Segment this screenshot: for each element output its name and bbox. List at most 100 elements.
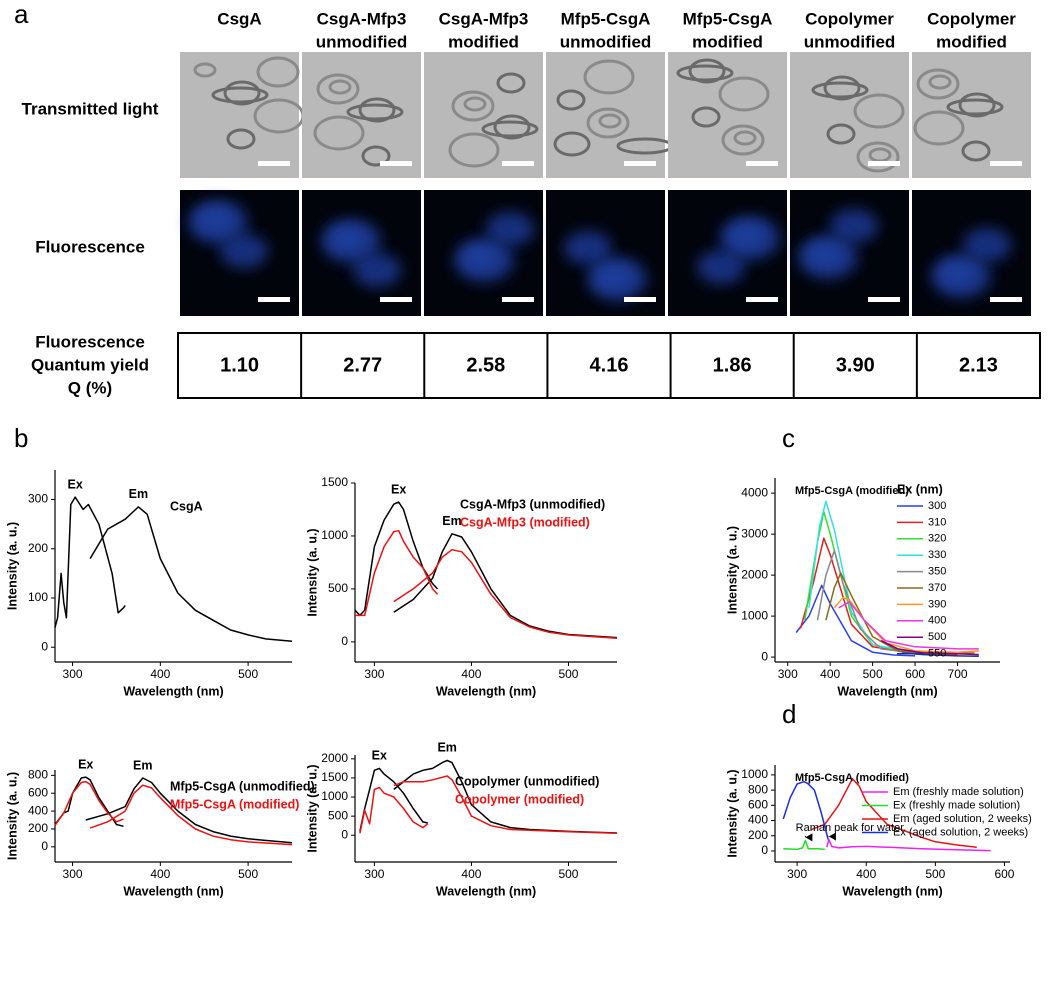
table-label: Q (%) bbox=[68, 378, 112, 397]
chart-label: Mfp5-CsgA (modified) bbox=[795, 772, 909, 784]
legend-label: Em (aged solution, 2 weeks) bbox=[893, 813, 1032, 825]
scale-bar bbox=[868, 161, 900, 166]
curve-label: Em bbox=[129, 487, 148, 501]
y-tick-label: 1500 bbox=[321, 475, 348, 489]
y-tick-label: 400 bbox=[748, 813, 768, 827]
scale-bar bbox=[990, 161, 1022, 166]
image-texture bbox=[556, 89, 586, 111]
y-tick-label: 200 bbox=[748, 828, 768, 842]
x-tick-label: 500 bbox=[925, 867, 945, 881]
y-axis-title: Intensity (a. u.) bbox=[5, 522, 19, 610]
line-series bbox=[838, 601, 979, 650]
y-tick-label: 200 bbox=[28, 821, 48, 835]
line-series bbox=[359, 786, 429, 834]
image-texture bbox=[481, 120, 539, 138]
image-texture bbox=[676, 64, 734, 82]
panel-label: b bbox=[14, 423, 28, 453]
image-texture bbox=[493, 114, 531, 140]
line-series bbox=[393, 548, 618, 639]
image-texture bbox=[316, 73, 360, 105]
image-texture bbox=[826, 123, 856, 145]
legend-label: 330 bbox=[928, 549, 946, 561]
x-tick-label: 400 bbox=[856, 867, 876, 881]
line-series bbox=[89, 506, 293, 643]
curve-label: Em bbox=[437, 741, 456, 755]
table-cell: 4.16 bbox=[590, 354, 629, 376]
column-header: unmodified bbox=[316, 32, 408, 51]
x-tick-label: 400 bbox=[150, 667, 170, 681]
scale-bar bbox=[746, 161, 778, 166]
image-texture bbox=[583, 59, 635, 95]
y-tick-label: 0 bbox=[761, 649, 768, 663]
y-axis-title: Intensity (a. u.) bbox=[725, 526, 739, 614]
legend-label: 320 bbox=[928, 533, 946, 545]
column-header: Copolymer bbox=[927, 9, 1016, 28]
x-tick-label: 300 bbox=[364, 867, 384, 881]
image-texture bbox=[823, 75, 861, 101]
fluorescence-glow bbox=[486, 212, 534, 246]
table-cell: 2.13 bbox=[959, 354, 998, 376]
line-series bbox=[826, 838, 991, 852]
x-tick-label: 500 bbox=[863, 667, 883, 681]
image-texture bbox=[463, 96, 487, 112]
fluorescence-glow bbox=[454, 238, 514, 282]
annotation: Raman peak for water bbox=[796, 822, 905, 834]
line-series bbox=[89, 784, 293, 846]
x-tick-label: 400 bbox=[461, 667, 481, 681]
x-axis-title: Wavelength (nm) bbox=[837, 684, 937, 698]
y-tick-label: 1500 bbox=[321, 770, 348, 784]
x-tick-label: 600 bbox=[905, 667, 925, 681]
line-series bbox=[880, 640, 979, 656]
image-texture bbox=[688, 58, 726, 84]
row-label: Transmitted light bbox=[22, 99, 159, 118]
legend-label: 300 bbox=[928, 500, 946, 512]
x-tick-label: 300 bbox=[364, 667, 384, 681]
table-cell: 1.10 bbox=[220, 354, 259, 376]
image-texture bbox=[598, 113, 622, 129]
legend-label: CsgA-Mfp3 (modified) bbox=[460, 515, 590, 529]
image-texture bbox=[193, 62, 217, 78]
y-tick-label: 300 bbox=[28, 492, 48, 506]
image-texture bbox=[733, 130, 757, 146]
y-tick-label: 500 bbox=[328, 808, 348, 822]
line-series bbox=[795, 584, 916, 657]
x-axis-title: Wavelength (nm) bbox=[436, 884, 536, 898]
legend-label: Em (freshly made solution) bbox=[893, 786, 1024, 798]
chart-label: Mfp5-CsgA (modified) bbox=[795, 485, 909, 497]
image-texture bbox=[958, 92, 996, 118]
image-texture bbox=[946, 98, 1004, 116]
scale-bar bbox=[746, 297, 778, 302]
line-series bbox=[85, 777, 293, 844]
y-tick-label: 0 bbox=[341, 827, 348, 841]
x-tick-label: 400 bbox=[461, 867, 481, 881]
image-texture bbox=[328, 79, 352, 95]
curve-label: Em bbox=[133, 758, 152, 772]
table-label: Fluorescence bbox=[35, 332, 145, 351]
column-header: unmodified bbox=[560, 32, 652, 51]
x-tick-label: 300 bbox=[787, 867, 807, 881]
x-axis-title: Wavelength (nm) bbox=[123, 684, 223, 698]
table-frame bbox=[177, 332, 1041, 399]
image-texture bbox=[928, 74, 952, 90]
legend-label: Copolymer (modified) bbox=[455, 792, 584, 806]
scale-bar bbox=[624, 161, 656, 166]
y-tick-label: 0 bbox=[41, 839, 48, 853]
y-tick-label: 1000 bbox=[741, 767, 768, 781]
image-texture bbox=[346, 103, 404, 121]
legend-title: Ex (nm) bbox=[897, 482, 943, 496]
y-tick-label: 200 bbox=[28, 541, 48, 555]
scale-bar bbox=[868, 297, 900, 302]
scale-bar bbox=[502, 297, 534, 302]
image-texture bbox=[811, 81, 869, 99]
column-header: modified bbox=[692, 32, 763, 51]
image-texture bbox=[718, 76, 770, 112]
legend-label: 350 bbox=[928, 566, 946, 578]
image-texture bbox=[496, 72, 526, 94]
y-tick-label: 0 bbox=[41, 639, 48, 653]
fluorescence-glow bbox=[720, 216, 780, 260]
scale-bar bbox=[624, 297, 656, 302]
y-tick-label: 600 bbox=[748, 797, 768, 811]
image-texture bbox=[721, 124, 765, 156]
brightfield-image bbox=[790, 52, 909, 178]
y-tick-label: 3000 bbox=[741, 526, 768, 540]
